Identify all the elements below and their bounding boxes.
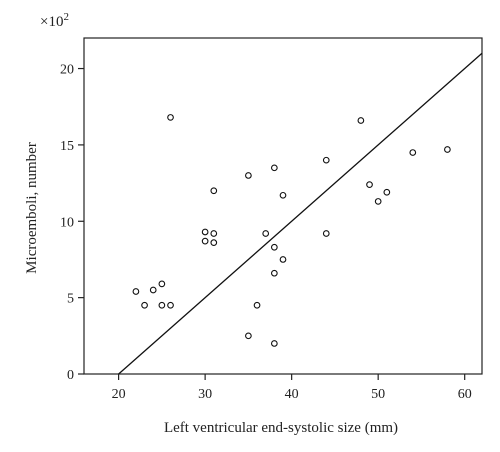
data-points — [132, 114, 451, 347]
x-tick-label: 40 — [285, 387, 299, 402]
data-point — [253, 301, 261, 309]
y-tick-label: 0 — [67, 368, 74, 383]
x-tick-label: 20 — [112, 387, 126, 402]
data-point — [366, 181, 373, 188]
data-point — [409, 149, 417, 156]
data-point — [262, 230, 270, 237]
x-axis-ticks: 20 30 40 50 60 — [112, 374, 472, 402]
data-point — [210, 239, 218, 247]
data-point — [141, 301, 148, 309]
data-point — [383, 188, 391, 196]
data-point — [270, 340, 278, 347]
data-point — [167, 301, 174, 309]
data-point — [279, 191, 287, 199]
y-multiplier-base: ×10 — [40, 14, 63, 30]
x-tick-label: 60 — [458, 387, 472, 402]
data-point — [158, 301, 166, 309]
data-point — [270, 243, 278, 251]
y-tick-label: 5 — [67, 292, 74, 307]
data-point — [158, 280, 166, 288]
data-point — [444, 146, 451, 153]
data-point — [270, 164, 278, 172]
data-point — [132, 288, 140, 295]
y-axis-ticks: 0 5 10 15 20 — [60, 63, 84, 383]
data-point — [245, 172, 252, 179]
y-tick-label: 15 — [60, 139, 74, 154]
y-multiplier-exponent: 2 — [63, 11, 69, 23]
y-multiplier: ×102 — [40, 11, 69, 30]
data-point — [374, 198, 382, 205]
x-tick-label: 50 — [371, 387, 385, 402]
data-point — [201, 237, 209, 245]
y-tick-label: 20 — [60, 63, 74, 78]
y-axis-label: Microemboli, number — [24, 142, 40, 274]
data-point — [210, 230, 218, 237]
data-point — [167, 114, 174, 121]
data-point — [210, 187, 218, 195]
data-point — [149, 286, 157, 294]
x-tick-label: 30 — [198, 387, 212, 402]
plot-frame — [83, 37, 483, 375]
data-point — [270, 269, 278, 277]
data-point — [201, 228, 209, 236]
data-point — [279, 256, 287, 263]
y-tick-label: 10 — [60, 215, 74, 230]
data-point — [357, 117, 365, 124]
data-point — [322, 230, 330, 237]
data-point — [245, 332, 252, 340]
x-axis-label: Left ventricular end-systolic size (mm) — [164, 420, 398, 436]
data-point — [322, 156, 330, 164]
regression-line — [118, 52, 483, 375]
